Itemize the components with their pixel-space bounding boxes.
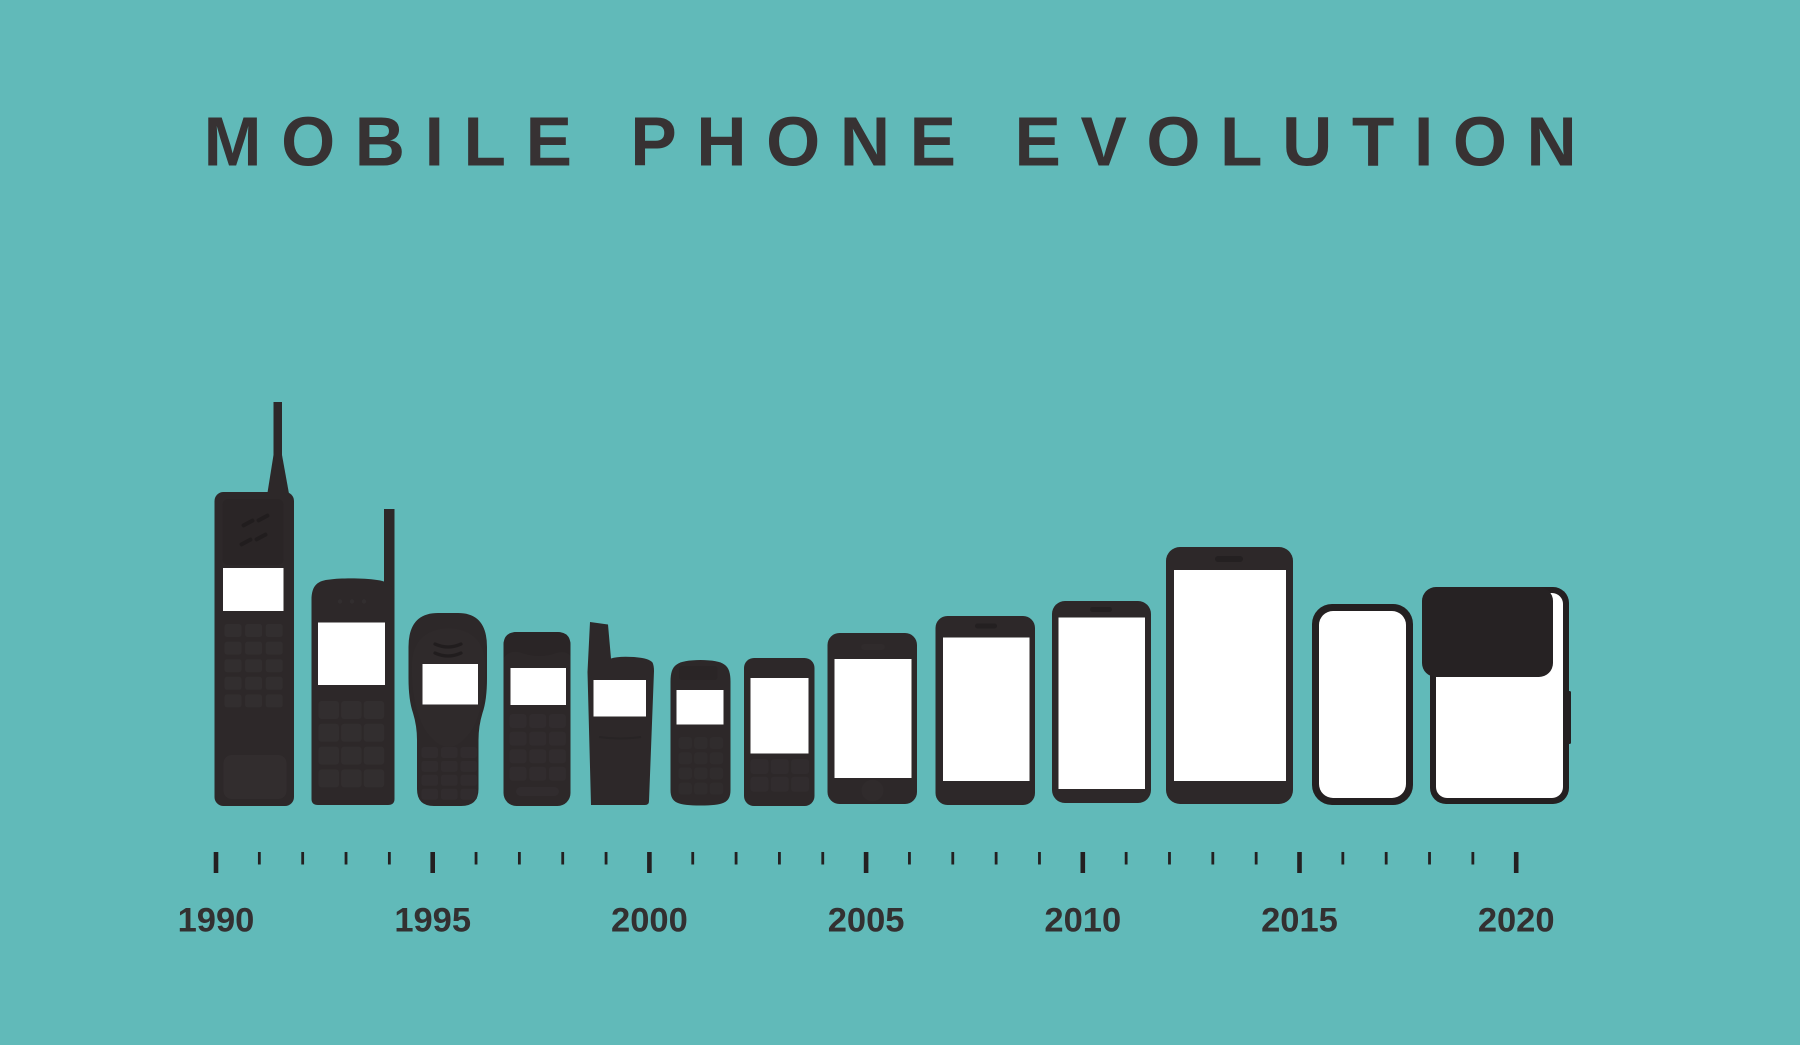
svg-text:2015: 2015 [1261,902,1338,940]
svg-text:1990: 1990 [178,902,255,940]
svg-text:2005: 2005 [828,902,905,940]
svg-text:2000: 2000 [611,902,688,940]
svg-text:1995: 1995 [394,902,471,940]
svg-text:MOBILE PHONE EVOLUTION: MOBILE PHONE EVOLUTION [204,103,1597,181]
svg-text:2010: 2010 [1044,902,1121,940]
svg-text:2020: 2020 [1478,902,1555,940]
